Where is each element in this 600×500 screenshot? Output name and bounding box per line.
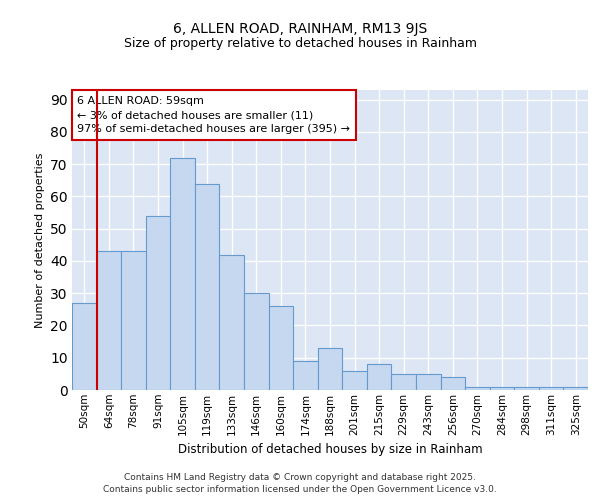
Bar — [121, 252, 146, 390]
X-axis label: Distribution of detached houses by size in Rainham: Distribution of detached houses by size … — [178, 443, 482, 456]
Text: 6 ALLEN ROAD: 59sqm
← 3% of detached houses are smaller (11)
97% of semi-detache: 6 ALLEN ROAD: 59sqm ← 3% of detached hou… — [77, 96, 350, 134]
Bar — [146, 216, 170, 390]
Bar — [563, 387, 588, 390]
Bar — [170, 158, 195, 390]
Bar — [391, 374, 416, 390]
Text: 6, ALLEN ROAD, RAINHAM, RM13 9JS: 6, ALLEN ROAD, RAINHAM, RM13 9JS — [173, 22, 427, 36]
Bar — [440, 377, 465, 390]
Bar — [72, 303, 97, 390]
Bar — [97, 252, 121, 390]
Text: Contains HM Land Registry data © Crown copyright and database right 2025.: Contains HM Land Registry data © Crown c… — [124, 472, 476, 482]
Bar — [195, 184, 220, 390]
Bar — [244, 293, 269, 390]
Bar — [367, 364, 391, 390]
Text: Contains public sector information licensed under the Open Government Licence v3: Contains public sector information licen… — [103, 485, 497, 494]
Bar — [220, 254, 244, 390]
Bar — [514, 387, 539, 390]
Bar — [416, 374, 440, 390]
Bar — [539, 387, 563, 390]
Bar — [342, 370, 367, 390]
Text: Size of property relative to detached houses in Rainham: Size of property relative to detached ho… — [124, 38, 476, 51]
Y-axis label: Number of detached properties: Number of detached properties — [35, 152, 44, 328]
Bar — [490, 387, 514, 390]
Bar — [269, 306, 293, 390]
Bar — [318, 348, 342, 390]
Bar — [293, 361, 318, 390]
Bar — [465, 387, 490, 390]
